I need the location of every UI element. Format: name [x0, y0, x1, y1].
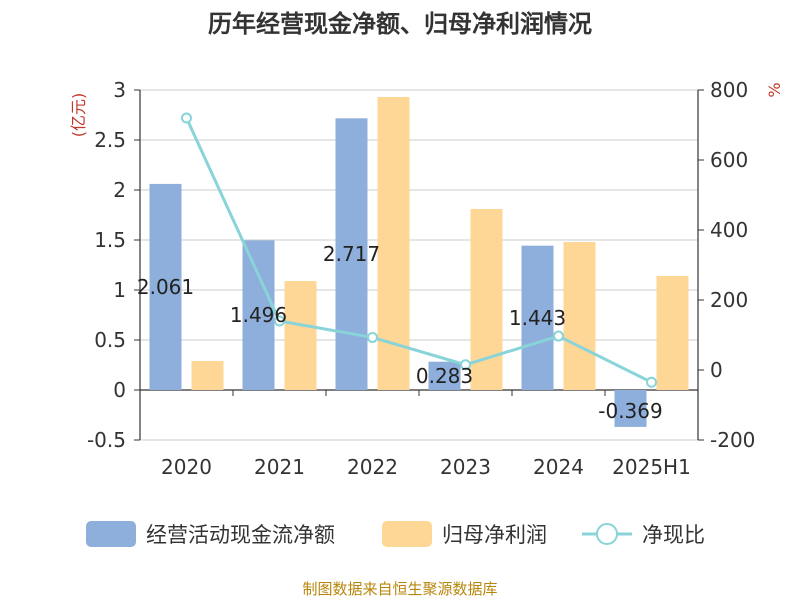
legend-swatch: [382, 521, 432, 547]
cashflow-data-label: 2.061: [137, 275, 194, 299]
x-tick-label: 2021: [254, 455, 305, 479]
right-tick-label: 600: [710, 148, 748, 172]
left-tick-label: 0: [113, 378, 126, 402]
left-tick-label: 1: [113, 278, 126, 302]
chart-title: 历年经营现金净额、归母净利润情况: [208, 10, 592, 38]
profit-bar: [563, 242, 596, 390]
right-tick-label: 200: [710, 288, 748, 312]
x-tick-label: 2020: [161, 455, 212, 479]
left-axis-unit: (亿元): [69, 93, 88, 138]
ratio-point: [553, 330, 564, 342]
x-tick-label: 2024: [533, 455, 584, 479]
ratio-point: [181, 112, 192, 124]
legend-label: 归母净利润: [442, 523, 547, 547]
profit-bar: [191, 361, 224, 390]
legend-label: 经营活动现金流净额: [146, 523, 335, 547]
right-tick-label: 400: [710, 218, 748, 242]
profit-bar: [656, 276, 689, 390]
legend-swatch: [86, 521, 136, 547]
ratio-point: [460, 359, 471, 371]
source-note: 制图数据来自恒生聚源数据库: [302, 580, 497, 598]
left-tick-label: 3: [113, 78, 126, 102]
cashflow-bar: [428, 361, 461, 390]
x-tick-label: 2022: [347, 455, 398, 479]
profit-bar: [284, 281, 317, 390]
cashflow-data-label: 0.283: [416, 364, 473, 388]
ratio-point: [274, 315, 285, 327]
x-tick-label: 2023: [440, 455, 491, 479]
axes: 3 2.5 2 1.5 1 0.5 0 -0.5 800 600 400 200 0 -200 (亿元)% 2…: [69, 78, 784, 479]
cashflow-data-label: 1.496: [230, 303, 287, 327]
cashflow-bar: [335, 118, 368, 391]
right-tick-label: -200: [710, 428, 755, 452]
ratio-polyline: [185, 117, 653, 384]
legend-label: 净现比: [642, 523, 705, 547]
ratio-point: [367, 331, 378, 343]
right-tick-label: 0: [710, 358, 723, 382]
ratio-line: [181, 112, 657, 388]
cashflow-bar: [521, 245, 554, 390]
left-tick-label: 2.5: [94, 128, 126, 152]
cashflow-data-label: 2.717: [323, 242, 380, 266]
cashflow-data-label: -0.369: [598, 399, 662, 423]
left-tick-label: 1.5: [94, 228, 126, 252]
cashflow-bar: [614, 390, 647, 427]
right-tick-label: 800: [710, 78, 748, 102]
legend-marker: [596, 523, 618, 545]
left-tick-label: 0.5: [94, 328, 126, 352]
ratio-point: [646, 376, 657, 388]
gridlines: [140, 89, 698, 441]
right-axis-unit: %: [765, 82, 784, 97]
x-tick-label: 2025H1: [612, 455, 691, 479]
left-tick-label: -0.5: [87, 428, 126, 452]
cashflow-bar: [149, 183, 182, 390]
left-tick-label: 2: [113, 178, 126, 202]
legend: 经营活动现金流净额 归母净利润 净现比: [86, 521, 705, 547]
cashflow-data-label: 1.443: [509, 306, 566, 330]
data-labels: 2.061 1.496 2.717 0.283 1.443 -0.369: [137, 242, 663, 423]
cashflow-bar: [242, 240, 275, 390]
bars: [149, 97, 689, 427]
